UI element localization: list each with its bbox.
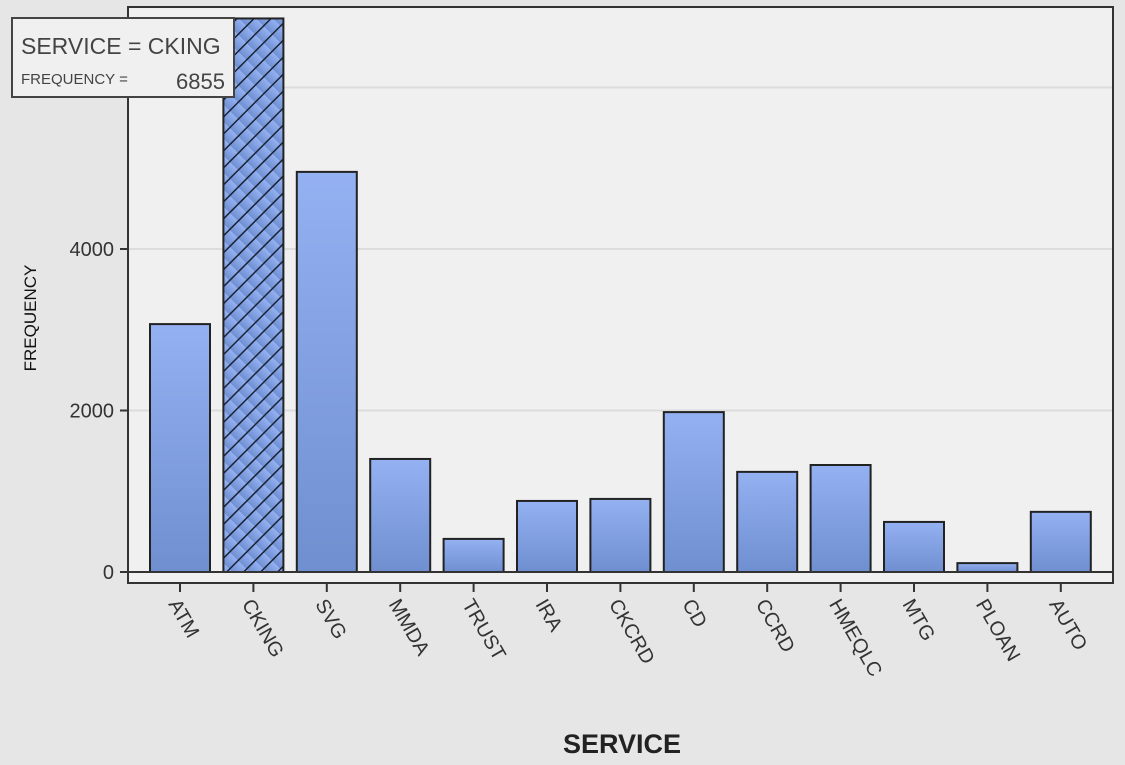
y-tick-label: 2000	[70, 401, 115, 423]
bar-ploan[interactable]	[956, 562, 1019, 573]
plot-area	[127, 6, 1114, 584]
y-axis-title: FREQUENCY	[21, 265, 40, 372]
y-tick-label: 4000	[70, 239, 115, 261]
x-tick-label: SVG	[310, 596, 350, 644]
tooltip-frequency-label: FREQUENCY =	[21, 71, 128, 88]
x-tick-label: HMEQLC	[824, 596, 886, 681]
x-tick-label: MMDA	[384, 596, 434, 660]
bar-cd[interactable]	[662, 411, 725, 573]
tooltip-frequency-value: 6855	[176, 69, 225, 94]
bar-svg[interactable]	[295, 170, 358, 573]
bar-auto[interactable]	[1029, 510, 1092, 573]
bar-mmda[interactable]	[369, 457, 432, 574]
x-tick-label: CKING	[237, 596, 288, 662]
tooltip-service: SERVICE = CKING	[21, 33, 221, 59]
x-tick-label: CD	[677, 596, 710, 632]
x-tick-label: PLOAN	[971, 596, 1024, 666]
x-tick-label: ATM	[164, 596, 203, 642]
x-tick-label: AUTO	[1044, 596, 1091, 655]
x-tick-label: CKCRD	[604, 596, 659, 669]
bar-ckcrd[interactable]	[589, 497, 652, 574]
bar-ira[interactable]	[516, 499, 578, 573]
bar-mtg[interactable]	[883, 520, 945, 573]
bar-cking[interactable]	[222, 17, 285, 574]
bar-atm[interactable]	[149, 323, 211, 573]
x-tick-label: MTG	[898, 596, 939, 645]
bar-hmeqlc[interactable]	[809, 464, 872, 574]
bar-trust[interactable]	[442, 537, 505, 574]
x-tick-label: TRUST	[457, 596, 509, 665]
tooltip: SERVICE = CKING FREQUENCY = 6855	[11, 17, 235, 98]
x-tick-label: IRA	[531, 596, 567, 636]
bar-ccrd[interactable]	[736, 470, 799, 573]
x-axis-title: SERVICE	[563, 729, 681, 759]
y-tick-label: 0	[103, 562, 114, 584]
x-tick-label: CCRD	[751, 596, 799, 657]
